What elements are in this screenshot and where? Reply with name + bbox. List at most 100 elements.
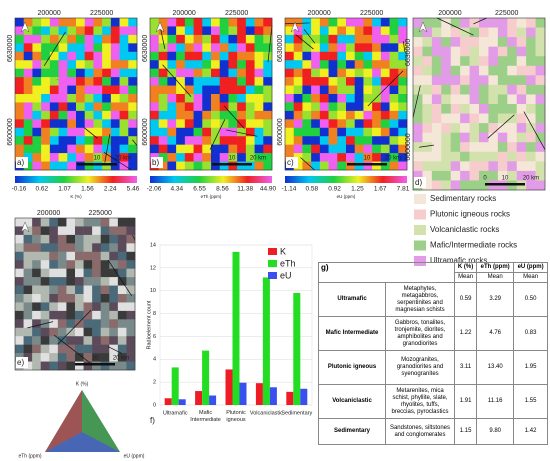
map-texture	[302, 144, 312, 154]
map-texture	[57, 353, 67, 362]
map-texture	[167, 68, 177, 78]
map-texture	[346, 153, 356, 162]
legend-label: Plutonic igneous rocks	[430, 210, 510, 219]
map-texture	[23, 294, 33, 303]
map-texture	[202, 26, 212, 36]
x-tick-label: 200000	[438, 10, 461, 17]
map-texture	[293, 94, 303, 103]
y-tick-label: 14	[150, 242, 156, 248]
map-texture	[346, 26, 356, 36]
map-texture	[167, 85, 177, 95]
map-texture	[92, 361, 102, 371]
map-texture	[488, 27, 499, 38]
map-texture	[293, 136, 303, 145]
map-texture	[57, 234, 67, 244]
map-texture	[535, 170, 546, 181]
map-texture	[319, 127, 329, 137]
map-texture	[469, 94, 480, 105]
map-texture	[389, 102, 399, 112]
map-texture	[32, 294, 42, 303]
map-texture	[119, 153, 129, 162]
map-texture	[126, 302, 136, 312]
map-panel: 200000 225000 6630000 6600000 10 20 km a) -0.16…	[7, 10, 140, 199]
map-texture	[460, 113, 470, 124]
map-texture	[193, 51, 203, 61]
map-texture	[413, 151, 423, 162]
map-texture	[66, 234, 76, 244]
map-texture	[328, 110, 338, 120]
map-texture	[67, 60, 77, 69]
map-texture	[150, 34, 160, 44]
map-texture	[211, 26, 221, 36]
map-texture	[479, 46, 489, 57]
map-texture	[497, 37, 508, 47]
map-texture	[167, 60, 177, 69]
map-texture	[176, 43, 186, 53]
map-texture	[398, 127, 408, 137]
map-texture	[380, 85, 390, 95]
map-texture	[15, 285, 24, 295]
map-texture	[76, 144, 86, 154]
map-texture	[75, 353, 84, 362]
legend-label: Sedimentary rocks	[430, 194, 496, 203]
fault-line	[367, 70, 404, 107]
map-texture	[83, 285, 93, 295]
map-texture	[535, 56, 546, 67]
table-row: Volcaniclastic Metarenites, mica schist, …	[318, 384, 548, 419]
map-texture	[117, 218, 127, 227]
map-texture	[117, 234, 127, 244]
map-texture	[535, 65, 546, 76]
map-texture	[469, 123, 480, 133]
map-texture	[75, 243, 84, 253]
map-texture	[41, 144, 51, 154]
map-texture	[469, 27, 480, 38]
map-texture	[75, 260, 84, 269]
map-texture	[469, 104, 480, 114]
map-texture	[15, 344, 24, 354]
map-texture	[23, 251, 33, 261]
map-texture	[469, 142, 480, 153]
map-texture	[49, 310, 59, 320]
colorbar-tick-label: -1.14	[282, 186, 297, 193]
map-texture	[32, 127, 42, 137]
map-texture	[263, 26, 273, 36]
map-texture	[285, 127, 295, 137]
map-texture	[23, 319, 33, 329]
map-texture	[32, 153, 42, 162]
map-texture	[354, 77, 364, 86]
map-texture	[285, 26, 295, 36]
map-texture	[311, 85, 321, 95]
ternary: K (%) eTh (ppm) eU (ppm)	[18, 381, 144, 459]
map-texture	[92, 327, 102, 337]
map-texture	[219, 110, 229, 120]
map-texture	[158, 153, 168, 162]
map-texture	[193, 102, 203, 112]
map-texture	[93, 51, 103, 61]
map-texture	[202, 43, 212, 53]
fault-line	[107, 346, 123, 354]
map-texture	[49, 34, 59, 44]
map-texture	[193, 127, 203, 137]
map-texture	[102, 94, 112, 103]
map-texture	[128, 43, 138, 53]
map-texture	[372, 94, 382, 103]
map-texture	[23, 344, 33, 354]
map-texture	[128, 51, 138, 61]
map-texture	[293, 110, 303, 120]
colorbar-tick-label: 7.81	[397, 186, 410, 193]
map-texture	[302, 119, 312, 129]
map-texture	[245, 153, 255, 162]
map-texture	[41, 60, 51, 69]
map-texture	[32, 353, 42, 362]
map-texture	[32, 161, 42, 171]
map-texture	[158, 85, 168, 95]
map-texture	[76, 18, 86, 27]
map-texture	[302, 51, 312, 61]
map-texture	[254, 94, 264, 103]
map-texture	[202, 102, 212, 112]
panel-label: e)	[17, 358, 24, 367]
fault-line	[54, 334, 91, 364]
map-texture	[66, 285, 76, 295]
map-texture	[319, 119, 329, 129]
map-texture	[84, 77, 94, 86]
